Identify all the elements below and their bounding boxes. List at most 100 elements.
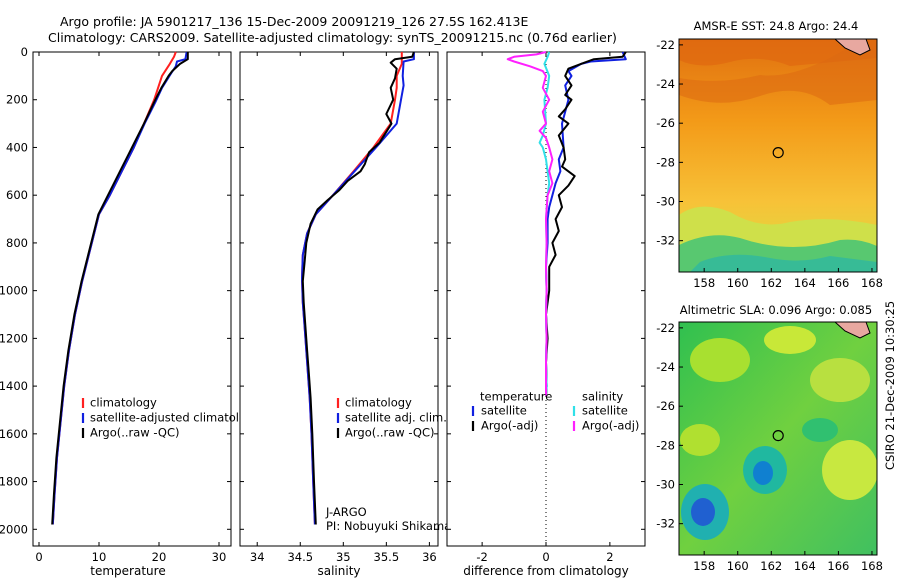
salinity-x-ticks: 34 34.5 35 35.5 36: [240, 51, 438, 564]
sst-lon-tick-label: 162: [760, 276, 782, 290]
difference-profile-lines: [506, 51, 627, 396]
sst-lat-tick-label: -24: [656, 77, 675, 91]
temperature-x-tick-label: 20: [152, 550, 167, 564]
legend-label-argo: Argo(..raw -QC): [345, 426, 435, 440]
difference-panel: -2 0 2 temperature salinity satellite Argo…: [446, 51, 646, 578]
depth-tick-label: 800: [6, 236, 28, 250]
sla-argo-location-marker: [772, 430, 784, 442]
legend-label-sal-argo: Argo(-adj): [582, 419, 639, 433]
sla-map-ticks: 158 160 162 164 166 168 -22 -24 -26 -28 -30 -32: [656, 321, 883, 573]
salinity-legend: climatology satellite adj. clim. Argo(..…: [336, 396, 447, 440]
sla-lat-tick-label: -24: [656, 360, 675, 374]
depth-tick-label: 1000: [0, 284, 28, 298]
temperature-profile-lines: [51, 51, 189, 525]
legend-label-satellite: satellite-adjusted climatology: [90, 411, 260, 425]
legend-label-climatology: climatology: [345, 396, 412, 410]
temperature-axes-box: [32, 51, 232, 547]
pi-label: PI: Nobuyuki Shikama: [326, 519, 451, 533]
temperature-panel: 0 200 400 600 800 1000 1200 1400 1600 1800 2000 0 1…: [0, 45, 260, 578]
salinity-x-label: salinity: [317, 564, 360, 578]
sst-lon-tick-label: 166: [827, 276, 849, 290]
depth-tick-label: 400: [6, 140, 28, 154]
legend-label-argo: Argo(..raw -QC): [90, 426, 180, 440]
footer-credit: CSIRO 21-Dec-2009 10:30:25: [883, 301, 897, 470]
sla-high-anomaly: [690, 338, 750, 382]
sst-lon-tick-label: 168: [861, 276, 883, 290]
temperature-x-ticks: 0 10 20 30: [33, 51, 231, 564]
sla-high-anomaly: [680, 424, 720, 456]
legend-label-temp-satellite: satellite: [481, 404, 527, 418]
sla-lat-tick-label: -26: [656, 399, 675, 413]
difference-x-ticks: -2 0 2: [447, 51, 645, 564]
sla-lon-tick-label: 168: [861, 559, 883, 573]
sst-argo-location-marker: [772, 147, 784, 159]
salinity-panel: 34 34.5 35 35.5 36 climatology satellite adj…: [239, 51, 451, 578]
salinity-x-tick-label: 35: [336, 550, 351, 564]
sla-lat-tick-label: -32: [656, 517, 675, 531]
series-line-argo-raw-qc-: [51, 52, 189, 525]
difference-x-tick-label: 0: [542, 550, 549, 564]
temperature-x-tick-label: 0: [35, 550, 42, 564]
figure-title-line1: Argo profile: JA 5901217_136 15-Dec-2009…: [60, 14, 528, 29]
temperature-legend: climatology satellite-adjusted climatolo…: [81, 396, 260, 440]
temperature-x-tick-label: 30: [212, 550, 227, 564]
sst-lon-tick-label: 158: [693, 276, 715, 290]
sst-field: [679, 39, 877, 272]
depth-tick-label: 200: [6, 93, 28, 107]
sst-land-mass: [834, 39, 871, 56]
salinity-x-tick-label: 35.5: [374, 550, 400, 564]
sla-land-mass: [834, 322, 871, 339]
depth-tick-label: 2000: [0, 522, 28, 536]
sla-map-title: Altimetric SLA: 0.096 Argo: 0.085: [680, 303, 872, 317]
difference-x-tick-label: -2: [476, 550, 487, 564]
sst-lat-tick-label: -26: [656, 116, 675, 130]
sla-lat-tick-label: -22: [656, 321, 675, 335]
series-line-argo-raw-qc-: [301, 51, 415, 525]
sla-lon-tick-label: 166: [827, 559, 849, 573]
sla-low-core: [753, 461, 773, 485]
temperature-x-label: temperature: [90, 564, 165, 578]
sst-lat-tick-label: -30: [656, 195, 675, 209]
jargo-label: J-ARGO: [325, 505, 367, 519]
sst-lat-tick-label: -32: [656, 234, 675, 248]
sla-high-anomaly: [822, 440, 877, 500]
difference-x-label: difference from climatology: [463, 564, 629, 578]
sst-lon-tick-label: 164: [794, 276, 816, 290]
difference-legend: temperature salinity satellite Argo(-adj…: [471, 390, 639, 433]
sst-coldest-region: [690, 254, 877, 272]
legend-label-climatology: climatology: [90, 396, 157, 410]
sla-field: [679, 322, 877, 555]
salinity-axes-box: [239, 51, 439, 547]
sla-low-core: [691, 498, 715, 526]
figure-title-line2: Climatology: CARS2009. Satellite-adjuste…: [48, 30, 617, 45]
sla-high-anomaly: [764, 326, 816, 354]
sla-map-panel: Altimetric SLA: 0.096 Argo: 0.085 158 160…: [656, 303, 883, 573]
sla-lat-tick-label: -30: [656, 478, 675, 492]
sla-lon-tick-label: 160: [727, 559, 749, 573]
salinity-x-tick-label: 36: [422, 550, 437, 564]
sst-map-title: AMSR-E SST: 24.8 Argo: 24.4: [694, 19, 859, 33]
sst-map-panel: AMSR-E SST: 24.8 Argo: 24.4 158 160 162 164…: [656, 19, 883, 290]
sla-lon-tick-label: 158: [693, 559, 715, 573]
depth-tick-label: 1800: [0, 475, 28, 489]
legend-label-satellite: satellite adj. clim.: [345, 411, 447, 425]
legend-header-salinity: salinity: [582, 390, 623, 404]
series-line-salinity-argo-adj-: [506, 51, 554, 396]
sst-lat-tick-label: -28: [656, 155, 675, 169]
depth-tick-label: 1400: [0, 379, 28, 393]
sla-lat-tick-label: -28: [656, 438, 675, 452]
depth-tick-label: 1600: [0, 427, 28, 441]
depth-tick-label: 0: [21, 45, 28, 59]
series-line-temperature-argo-adj-: [545, 51, 627, 396]
sla-lon-tick-label: 162: [760, 559, 782, 573]
sst-lon-tick-label: 160: [727, 276, 749, 290]
legend-label-temp-argo: Argo(-adj): [481, 419, 538, 433]
sla-high-anomaly: [810, 358, 870, 402]
legend-header-temperature: temperature: [480, 390, 552, 404]
sla-low-anomaly: [802, 418, 838, 442]
legend-label-sal-satellite: satellite: [582, 404, 628, 418]
depth-tick-labels: 0 200 400 600 800 1000 1200 1400 1600 1800 2000: [0, 45, 28, 536]
sla-map-frame: [678, 321, 878, 556]
sst-warm-band: [679, 39, 877, 105]
